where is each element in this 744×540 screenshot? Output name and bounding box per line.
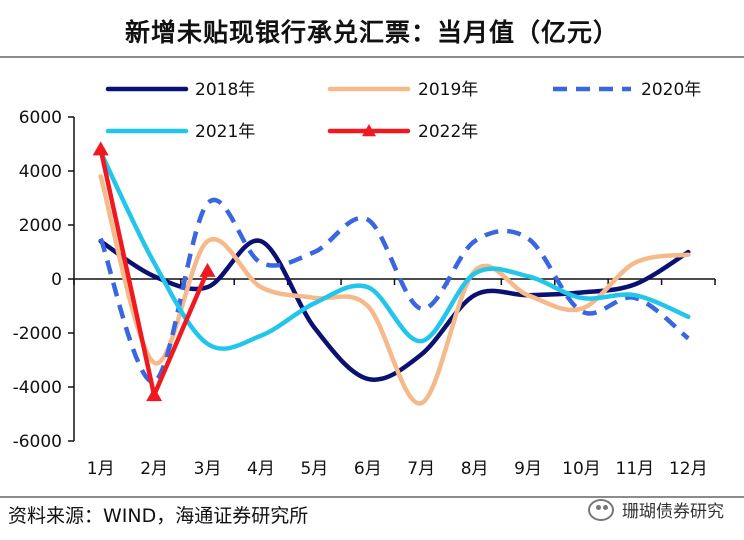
y-tick-label: 6000 — [19, 108, 62, 128]
legend: 2018年 2019年 2020年 2021年 2022年 — [105, 80, 701, 142]
axes: 6000 4000 2000 0 -2000 -4000 -6000 1月 2月 3月 4月 5月 6月… — [13, 108, 716, 479]
series-line-2020年 — [98, 197, 690, 384]
x-tick-label: 9月 — [514, 459, 542, 479]
y-tick-label: 4000 — [19, 162, 62, 182]
footer-divider — [0, 496, 744, 498]
y-tick-label: -6000 — [13, 432, 62, 452]
wechat-icon — [588, 498, 614, 521]
y-tick-label: -4000 — [13, 378, 62, 398]
series-marker-2022年 — [146, 387, 163, 402]
series-line-2021年 — [98, 149, 691, 351]
watermark-text: 珊瑚债券研究 — [622, 502, 724, 522]
legend-marker — [362, 124, 376, 137]
legend-label: 2021年 — [195, 122, 255, 142]
legend-label: 2018年 — [195, 80, 255, 100]
series-marker-2022年 — [92, 141, 109, 156]
title-divider — [0, 56, 744, 58]
legend-label: 2020年 — [641, 80, 701, 100]
x-tick-label: 5月 — [300, 459, 328, 479]
series-lines — [92, 141, 691, 406]
x-tick-label: 11月 — [616, 459, 655, 479]
x-tick-label: 7月 — [407, 459, 435, 479]
x-tick-label: 8月 — [461, 459, 489, 479]
chart-title: 新增未贴现银行承兑汇票：当月值（亿元） — [124, 18, 619, 47]
x-tick-label: 1月 — [87, 459, 115, 479]
y-tick-label: 2000 — [19, 216, 62, 236]
y-tick-label: 0 — [51, 270, 62, 290]
watermark: 珊瑚债券研究 — [588, 497, 724, 522]
line-chart: 2018年 2019年 2020年 2021年 2022年 6000 4000 2000 0 -… — [13, 80, 716, 479]
legend-label: 2022年 — [418, 122, 478, 142]
x-tick-label: 2月 — [140, 459, 168, 479]
legend-label: 2019年 — [418, 80, 478, 100]
y-tick-label: -2000 — [13, 324, 62, 344]
x-tick-label: 10月 — [562, 459, 601, 479]
series-marker-2022年 — [199, 262, 216, 277]
x-tick-label: 6月 — [354, 459, 382, 479]
x-tick-label: 3月 — [194, 459, 222, 479]
x-tick-label: 4月 — [247, 459, 275, 479]
source-note: 资料来源：WIND，海通证券研究所 — [8, 505, 309, 527]
x-tick-label: 12月 — [669, 459, 708, 479]
series-line-2018年 — [98, 238, 691, 382]
